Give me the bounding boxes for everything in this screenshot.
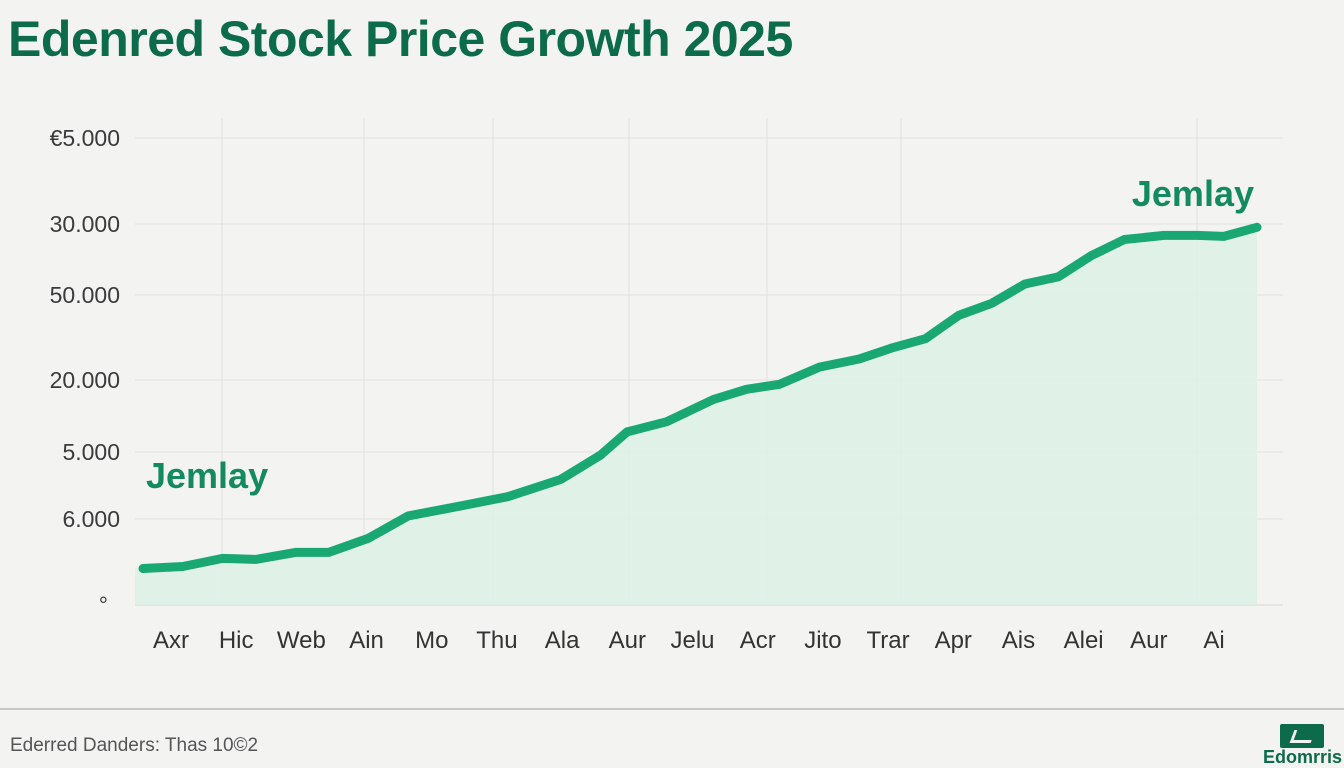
price-area-fill	[135, 227, 1257, 606]
y-tick-label: °	[99, 592, 108, 618]
x-tick-label: Aur	[1130, 627, 1167, 654]
x-tick-label: Ain	[349, 627, 384, 654]
x-tick-label: Jito	[804, 627, 841, 654]
x-tick-label: Apr	[935, 627, 972, 654]
price-line	[138, 222, 1262, 573]
y-tick-label: 30.000	[50, 211, 120, 237]
brand: Edomrris	[1246, 722, 1342, 768]
annotation-start: Jemlay	[146, 455, 268, 496]
annotation-end: Jemlay	[1132, 173, 1254, 214]
y-tick-label: 5.000	[62, 439, 120, 465]
stock-chart: €5.000 30.000 50.000 20.000 5.000 6.000 ° Axr H…	[50, 118, 1283, 654]
y-tick-label: 50.000	[50, 282, 120, 308]
annotations: Jemlay Jemlay	[146, 173, 1254, 496]
x-tick-label: Ai	[1203, 627, 1224, 654]
x-tick-label: Thu	[476, 627, 517, 654]
x-tick-label: Trar	[867, 627, 910, 654]
x-tick-label: Ais	[1002, 627, 1035, 654]
x-tick-label: Web	[277, 627, 326, 654]
chart-title: Edenred Stock Price Growth 2025	[8, 11, 793, 67]
x-tick-label: Alei	[1064, 627, 1104, 654]
y-tick-label: 6.000	[62, 506, 120, 532]
x-tick-label: Jelu	[670, 627, 714, 654]
x-axis-ticks: Axr Hic Web Ain Mo Thu Ala Aur Jelu Acr Jito Trar Ap…	[153, 627, 1225, 654]
x-tick-label: Mo	[415, 627, 448, 654]
x-tick-label: Axr	[153, 627, 189, 654]
y-tick-label: €5.000	[50, 125, 120, 151]
chart-logo-icon	[1280, 724, 1324, 748]
y-axis-ticks: €5.000 30.000 50.000 20.000 5.000 6.000 °	[50, 125, 120, 618]
x-tick-label: Hic	[219, 627, 254, 654]
footer-divider	[0, 708, 1344, 710]
y-tick-label: 20.000	[50, 367, 120, 393]
x-tick-label: Acr	[740, 627, 776, 654]
footer-source: Ederred Danders: Thas 10©2	[10, 735, 259, 756]
x-tick-label: Aur	[609, 627, 646, 654]
brand-name: Edomrris	[1262, 747, 1342, 767]
x-tick-label: Ala	[545, 627, 580, 654]
